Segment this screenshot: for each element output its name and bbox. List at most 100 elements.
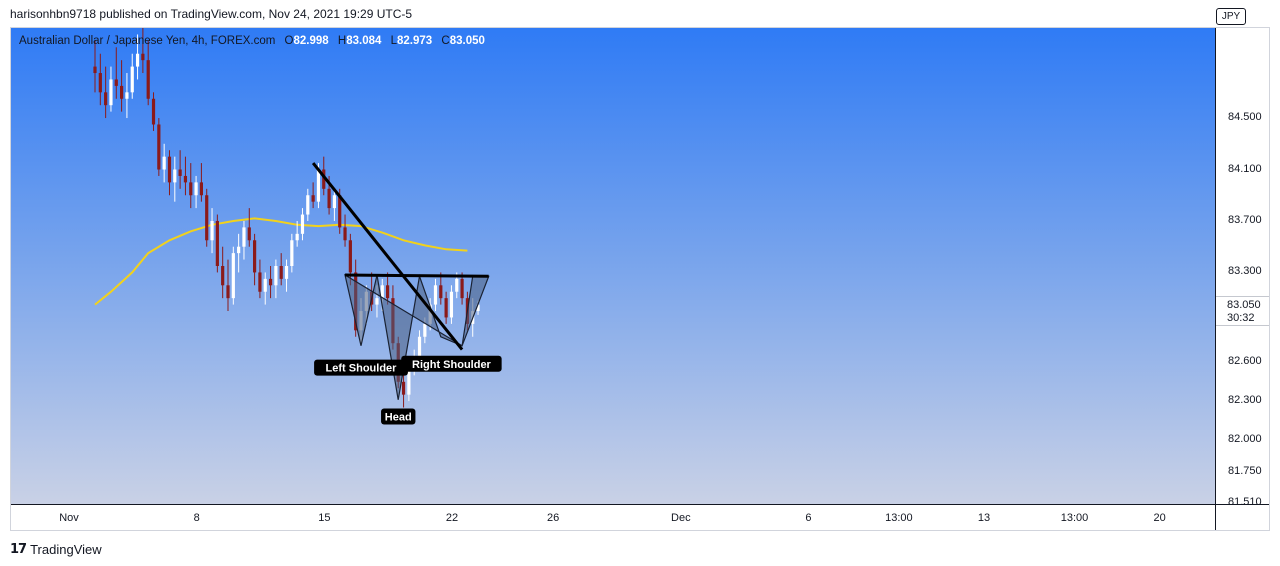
candle-body [194,182,198,196]
candle-body [460,278,464,299]
publish-info: harisonhbn9718 published on TradingView.… [10,7,413,21]
candle-body [348,240,352,273]
candle-body [93,66,97,74]
candle-body [449,291,454,318]
candle-body [178,169,182,176]
candle-body [205,195,209,241]
candle-body [316,169,321,202]
candle-body [284,266,289,279]
candle-body [290,240,294,266]
candle-body [237,246,241,254]
candle-body [157,124,161,170]
time-axis[interactable]: Nov 8 15 22 26 Dec 6 13:00 13 13:00 20 [11,504,1215,530]
candle-body [455,278,459,292]
left-shoulder-label: Left Shoulder [326,363,398,375]
candle-body [343,227,347,241]
currency-badge[interactable]: JPY [1216,8,1246,25]
left-shoulder-label-box [314,359,408,376]
head-label: Head [385,412,412,424]
candle-body [306,195,310,215]
candle-countdown: 30:32 [1227,311,1255,324]
last-price-tag: 83.050 30:32 [1216,295,1269,326]
time-tick-label: 22 [445,512,459,524]
time-tick-label: 13 [977,512,991,524]
candle-body [215,220,219,266]
candle-body [407,368,411,395]
candle-body [135,53,140,67]
time-tick-label: 13:00 [885,512,913,524]
candle-body [401,381,406,395]
candle-body [332,195,336,209]
axis-corner [1215,504,1269,530]
candle-body [476,304,480,312]
candle-body [279,266,283,279]
price-tick-label: 82.300 [1228,394,1262,407]
candle-body [226,285,230,299]
tradingview-logo[interactable]: 𝟭𝟳 TradingView [10,541,102,557]
symbol-name: Australian Dollar / Japanese Yen, 4h, FO… [19,35,276,47]
low-label: L [390,35,397,47]
price-axis[interactable]: 83.050 30:32 84.500 84.100 83.700 83.300 82.… [1215,28,1269,508]
close-value: 83.050 [449,35,485,47]
high-value: 83.084 [346,35,382,47]
price-tick-label: 82.600 [1228,355,1262,368]
candle-body [221,266,225,286]
time-tick-label: 26 [546,512,560,524]
price-tick-label: 81.750 [1228,464,1262,477]
candle-body [210,220,214,241]
candle-body [433,285,438,305]
candle-body [268,278,273,286]
candle-body [231,253,235,299]
candle-body [242,227,246,247]
candle-body [247,227,251,241]
open-label: O [284,35,294,47]
candle-body [327,188,331,209]
inverse-head-shoulders-pattern [344,273,490,400]
head-label-box [381,408,416,425]
candle-body [258,272,262,292]
price-tick-label: 83.700 [1228,213,1262,226]
time-tick-label: Nov [59,512,79,524]
candle-body [295,233,299,241]
chart-svg: Left Shoulder Head Right Shoulder [93,28,502,425]
time-tick-label: 20 [1153,512,1166,524]
last-price-value: 83.050 [1227,298,1261,311]
right-shoulder-label: Right Shoulder [412,359,492,371]
low-value: 82.973 [397,35,433,47]
candle-body [114,79,118,86]
tradingview-icon: 𝟭𝟳 [10,541,27,556]
candle-body [439,285,443,299]
high-label: H [337,35,347,47]
chart-frame: Left Shoulder Head Right Shoulder Australi… [10,27,1270,531]
candle-body [151,98,156,125]
candle-body [417,336,422,357]
candle-body [98,73,102,93]
candle-body [109,79,113,106]
right-shoulder-label-box [401,355,502,372]
chart-plot-area[interactable]: Left Shoulder Head Right Shoulder Australi… [11,28,1215,504]
candle-body [253,240,257,273]
price-tick-label: 84.100 [1228,162,1262,175]
candle-body [162,156,166,170]
candle-body [141,53,145,61]
time-tick-label: 8 [193,512,200,524]
price-tick-label: 84.500 [1228,111,1262,124]
candle-body [167,156,172,183]
candle-body [189,182,193,196]
candle-body [199,182,203,196]
candle-body [338,195,342,228]
time-tick-label: Dec [671,512,691,524]
candle-body [263,278,267,292]
candle-body [322,169,326,189]
neckline [345,273,489,278]
candle-body [146,60,150,99]
price-tick-label: 82.000 [1228,432,1262,445]
close-label: C [441,35,450,47]
symbol-legend: Australian Dollar / Japanese Yen, 4h, FO… [19,35,485,47]
candle-body [300,214,305,234]
moving-average-line [94,217,468,306]
candle-body [444,298,448,318]
candle-body [311,195,315,202]
candle-body [104,92,108,106]
candle-body [120,85,124,99]
